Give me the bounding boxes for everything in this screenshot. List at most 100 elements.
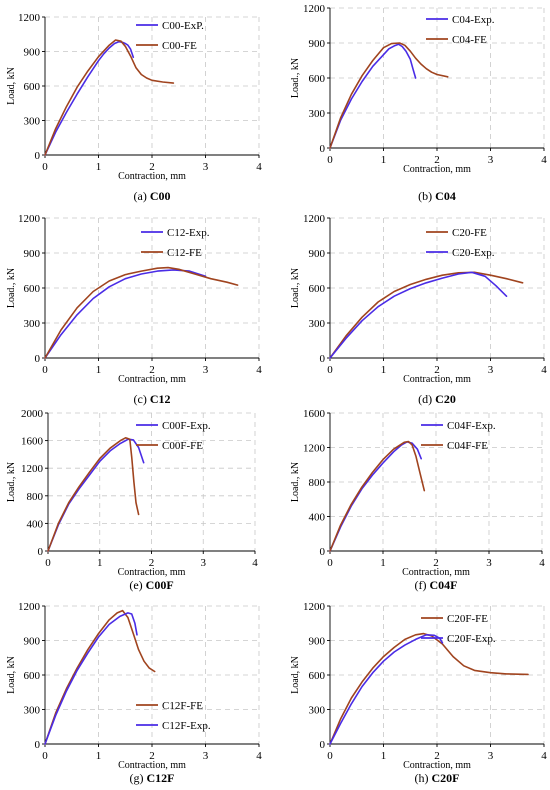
series-line-c04-fe (329, 42, 449, 149)
y-tick-label: 1600 (303, 408, 326, 420)
series-line-c00-fe (44, 39, 175, 156)
chart-panel-4: 0 1 2 3 4 0 300 600 900 1200 Contraction, mm Load.,… (290, 213, 547, 406)
legend-label: C20F-Exp. (447, 633, 496, 645)
y-tick-label: 1200 (303, 3, 326, 15)
x-tick-label: 1 (381, 750, 387, 762)
y-tick-label: 0 (35, 739, 41, 751)
chart-panel-7: 0 1 2 3 4 0 300 600 900 1200 Contraction, mm Load, … (6, 601, 262, 785)
x-tick-label: 0 (42, 161, 48, 173)
chart-panel-6: 0 1 2 3 4 0 400 800 1200 1600 Contraction, mm Load.… (290, 408, 545, 592)
series-line-c12f-exp (44, 612, 138, 745)
y-tick-label: 900 (24, 47, 41, 59)
y-tick-label: 1200 (18, 213, 41, 225)
panel-caption: (d) C20 (418, 392, 456, 406)
legend-label: C04F-FE (447, 440, 488, 452)
x-tick-label: 3 (486, 557, 492, 569)
legend-label: C04-FE (452, 34, 487, 46)
x-tick-label: 4 (541, 154, 547, 166)
caption-name: C00F (146, 578, 174, 592)
y-tick-label: 1600 (21, 436, 44, 448)
series-line-c00f-fe (47, 436, 140, 552)
series-line-c04f-fe (329, 440, 426, 552)
y-tick-label: 1200 (303, 213, 326, 225)
y-tick-label: 300 (24, 318, 41, 330)
y-axis-label: Load., kN (6, 268, 17, 308)
x-axis-label: Contraction, mm (118, 760, 186, 771)
y-tick-label: 1200 (303, 443, 326, 455)
x-tick-label: 1 (96, 364, 102, 376)
y-tick-label: 900 (309, 248, 326, 260)
y-tick-label: 0 (35, 150, 41, 162)
x-tick-label: 3 (488, 364, 494, 376)
x-tick-label: 4 (541, 364, 547, 376)
x-tick-label: 1 (97, 557, 103, 569)
y-tick-label: 600 (24, 670, 41, 682)
x-tick-label: 3 (201, 557, 207, 569)
legend-label: C12F-FE (162, 700, 203, 712)
series-line-c00-exp (44, 40, 135, 156)
x-axis-label: Contraction, mm (403, 164, 471, 175)
x-tick-label: 4 (256, 161, 262, 173)
panel-caption: (e) C00F (129, 578, 173, 592)
y-axis-label: Load, kN (6, 67, 17, 105)
x-tick-label: 2 (434, 154, 440, 166)
y-tick-label: 1200 (21, 463, 44, 475)
x-axis-label: Contraction, mm (118, 567, 186, 578)
legend-label: C12F-Exp. (162, 720, 211, 732)
series-line-c20-exp (329, 271, 508, 359)
caption-tag: (d) (418, 392, 435, 406)
x-tick-label: 0 (45, 557, 51, 569)
caption-name: C20F (432, 771, 460, 785)
x-tick-label: 1 (381, 154, 387, 166)
y-tick-label: 600 (24, 283, 41, 295)
x-tick-label: 3 (203, 750, 209, 762)
y-tick-label: 900 (24, 636, 41, 648)
legend-label: C20-Exp. (452, 247, 495, 259)
legend-label: C00-FE (162, 40, 197, 52)
y-axis-label: Load., kN (290, 462, 301, 502)
y-tick-label: 300 (24, 705, 41, 717)
x-tick-label: 2 (149, 557, 155, 569)
y-tick-label: 1200 (18, 601, 41, 613)
y-axis-label: Load., kN (6, 462, 17, 502)
series-line-c12-exp (44, 269, 207, 359)
x-tick-label: 0 (42, 750, 48, 762)
panel-caption: (b) C04 (418, 189, 456, 203)
legend-label: C20F-FE (447, 613, 488, 625)
x-tick-label: 0 (327, 154, 333, 166)
y-tick-label: 2000 (21, 408, 44, 420)
series-line-c04f-exp (329, 441, 423, 552)
y-tick-label: 600 (309, 73, 326, 85)
x-tick-label: 1 (96, 161, 102, 173)
caption-tag: (b) (418, 189, 435, 203)
x-tick-label: 4 (256, 750, 262, 762)
caption-name: C04 (435, 189, 456, 203)
y-tick-label: 1200 (18, 12, 41, 24)
x-tick-label: 1 (380, 557, 386, 569)
caption-tag: (a) (134, 189, 150, 203)
x-tick-label: 4 (256, 364, 262, 376)
series-line-c20f-fe (329, 632, 529, 745)
caption-tag: (e) (129, 578, 145, 592)
caption-name: C00 (150, 189, 171, 203)
x-tick-label: 2 (434, 750, 440, 762)
panel-caption: (f) C04F (415, 578, 458, 592)
y-tick-label: 400 (309, 512, 326, 524)
y-tick-label: 900 (309, 38, 326, 50)
x-tick-label: 1 (96, 750, 102, 762)
legend-label: C20-FE (452, 227, 487, 239)
caption-tag: (f) (415, 578, 430, 592)
caption-tag: (h) (415, 771, 432, 785)
y-tick-label: 300 (309, 108, 326, 120)
x-tick-label: 0 (327, 557, 333, 569)
y-tick-label: 0 (320, 546, 326, 558)
panel-caption: (c) C12 (134, 392, 171, 406)
x-tick-label: 4 (539, 557, 545, 569)
x-tick-label: 3 (203, 161, 209, 173)
y-axis-label: Load., kN (290, 58, 301, 98)
series-line-c20-fe (329, 271, 524, 359)
series-line-c04-exp (329, 43, 417, 149)
x-tick-label: 2 (433, 557, 439, 569)
y-tick-label: 0 (35, 353, 41, 365)
legend-label: C00F-Exp. (162, 420, 211, 432)
